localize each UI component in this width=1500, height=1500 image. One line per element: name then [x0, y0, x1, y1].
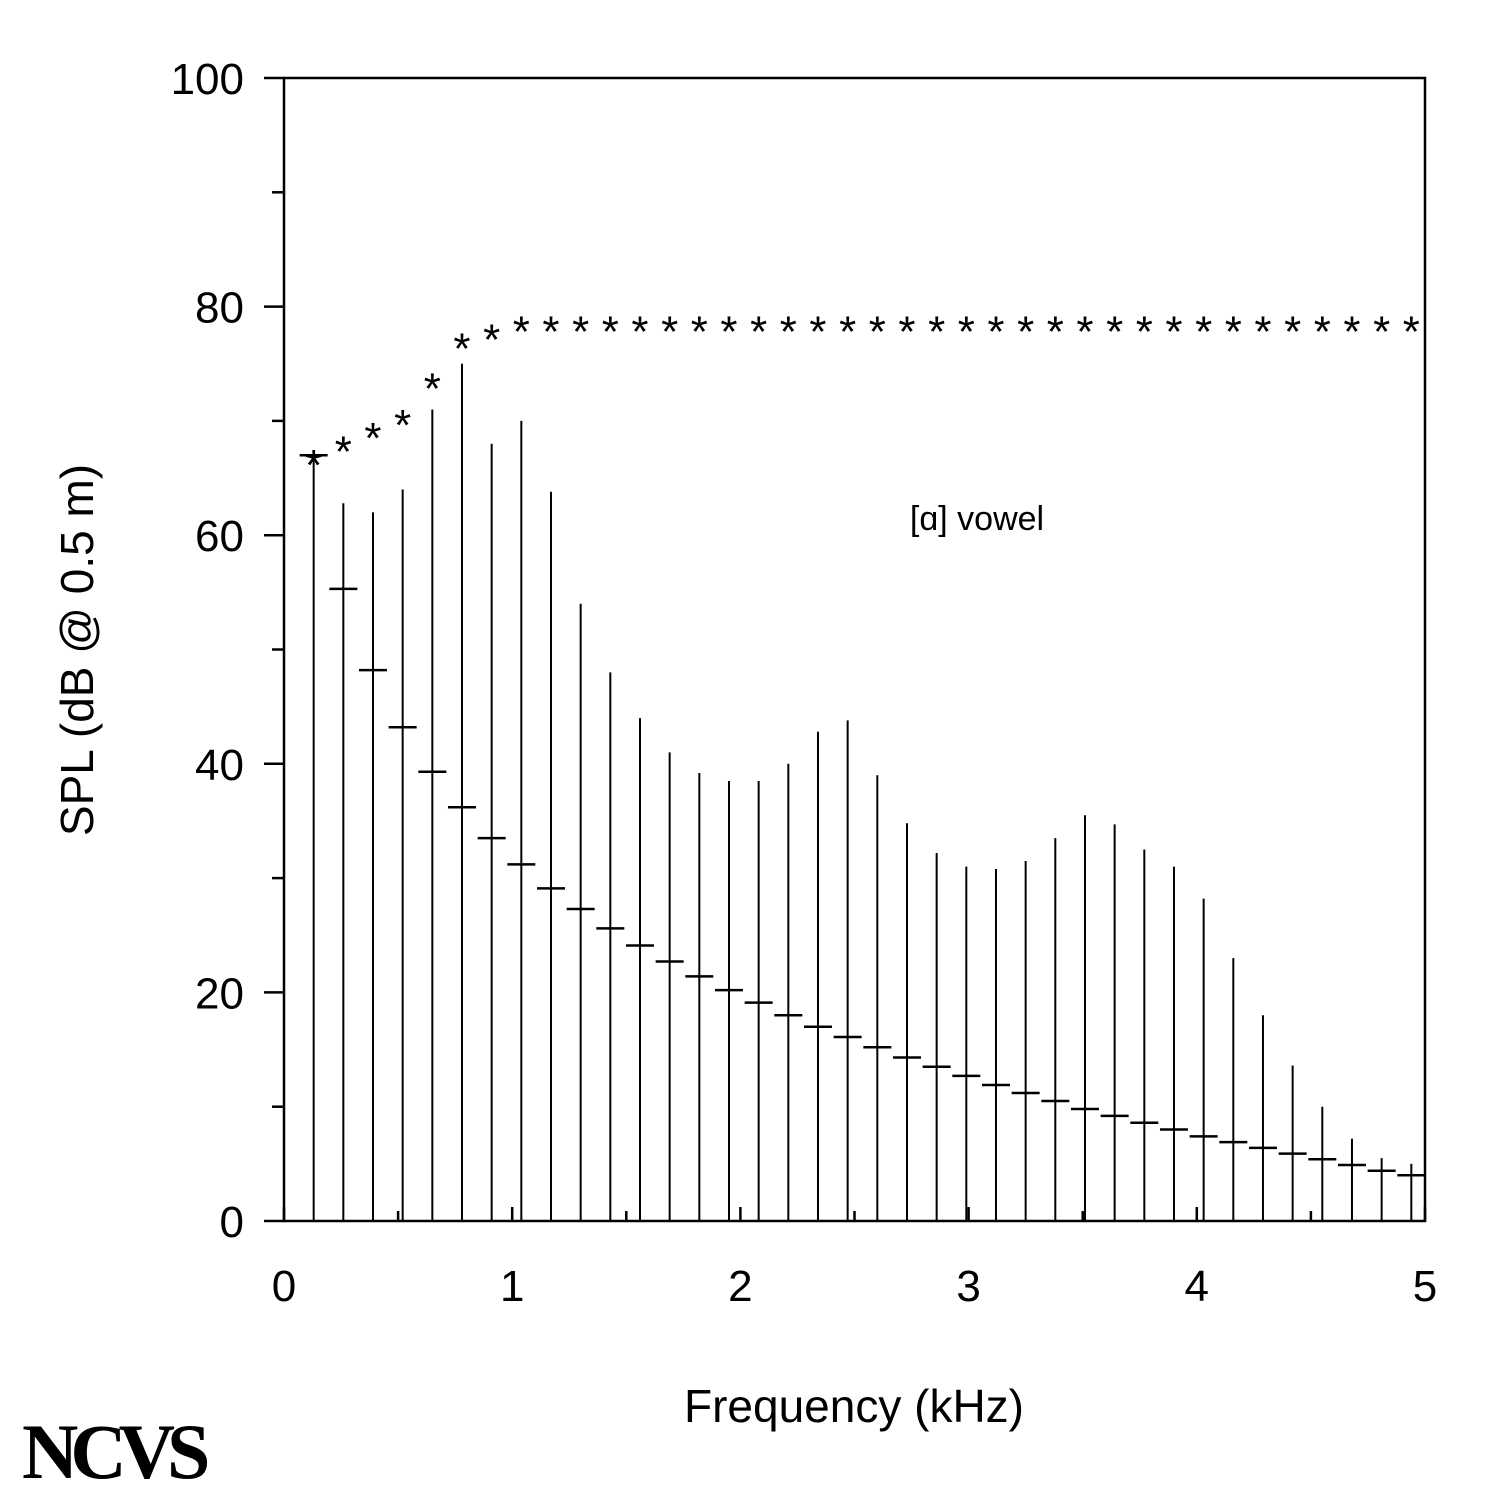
plot-frame — [282, 76, 1427, 1223]
max-level-star: * — [483, 315, 500, 364]
max-level-star: * — [453, 325, 470, 374]
x-tick-label: 2 — [728, 1262, 752, 1311]
max-level-star: * — [1225, 307, 1242, 356]
max-level-star: * — [1047, 307, 1064, 356]
max-level-star: * — [631, 307, 648, 356]
ncvs-logo: NCVS — [22, 1408, 208, 1495]
max-level-star: * — [364, 414, 381, 463]
max-level-star: * — [1403, 307, 1420, 356]
max-level-star: * — [1373, 307, 1390, 356]
x-axis-title: Frequency (kHz) — [684, 1380, 1024, 1432]
max-level-star: * — [780, 307, 797, 356]
y-tick-label: 60 — [195, 512, 244, 561]
max-level-star: * — [691, 307, 708, 356]
max-level-star: * — [720, 307, 737, 356]
vowel-annotation: [ɑ] vowel — [910, 500, 1044, 538]
x-tick-label: 1 — [500, 1262, 524, 1311]
max-level-star: * — [305, 441, 322, 490]
max-level-star: * — [1314, 307, 1331, 356]
max-level-star: * — [1284, 307, 1301, 356]
max-level-star: * — [898, 307, 915, 356]
y-tick-label: 100 — [171, 55, 244, 104]
y-axis-ticks: 0 20 40 60 80 100 — [171, 55, 284, 1247]
x-tick-label: 3 — [956, 1262, 980, 1311]
max-level-star: * — [1076, 307, 1093, 356]
x-tick-label: 0 — [272, 1262, 296, 1311]
max-level-star: * — [572, 307, 589, 356]
max-level-stars: * * * *** * * * * * * * * * * * * * * * * * * * * * * * * * * * * * * * * — [305, 307, 1420, 490]
harmonic-stems — [312, 363, 1413, 1221]
max-level-star: * — [1165, 307, 1182, 356]
y-tick-label: 40 — [195, 741, 244, 790]
max-level-star: * — [394, 401, 411, 450]
max-level-star: * — [1136, 307, 1153, 356]
y-tick-label: 20 — [195, 969, 244, 1018]
max-level-star: * — [542, 307, 559, 356]
max-level-star: * — [602, 307, 619, 356]
y-tick-label: 0 — [220, 1198, 244, 1247]
threshold-dashes — [299, 453, 1426, 1177]
max-level-star: * — [839, 307, 856, 356]
max-level-star: * — [513, 307, 530, 356]
max-level-star: * — [958, 307, 975, 356]
max-level-star: * — [424, 365, 441, 414]
max-level-star: * — [987, 307, 1004, 356]
max-level-star: * — [809, 307, 826, 356]
max-level-star: * — [1195, 307, 1212, 356]
max-level-star: * — [1343, 307, 1360, 356]
max-level-star: * — [335, 427, 352, 476]
x-axis-ticks: 0 1 2 3 4 5 — [272, 1207, 1437, 1311]
max-level-star: * — [1254, 307, 1271, 356]
x-tick-label: 4 — [1185, 1262, 1209, 1311]
max-level-star: * — [661, 307, 678, 356]
max-level-star: * — [750, 307, 767, 356]
max-level-star: * — [1106, 307, 1123, 356]
y-tick-label: 80 — [195, 284, 244, 333]
max-level-star: * — [928, 307, 945, 356]
x-tick-label: 5 — [1413, 1262, 1437, 1311]
max-level-star: * — [869, 307, 886, 356]
y-axis-title: SPL (dB @ 0.5 m) — [51, 464, 103, 836]
max-level-star: * — [1017, 307, 1034, 356]
